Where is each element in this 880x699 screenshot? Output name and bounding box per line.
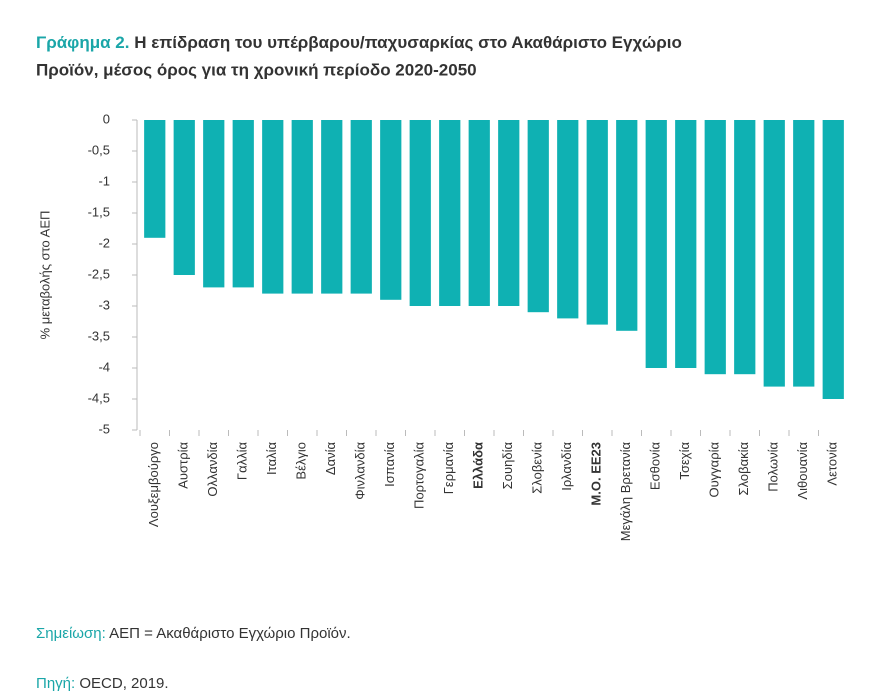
- x-tick-label: Βέλγιο: [294, 442, 309, 480]
- y-tick-label: -4,5: [88, 390, 110, 405]
- x-tick-label: Τσεχία: [677, 442, 692, 480]
- bar: [350, 120, 372, 294]
- y-tick-label: -5: [98, 421, 110, 436]
- bar: [321, 120, 343, 294]
- x-tick-label: Λιθουανία: [795, 442, 810, 500]
- source: Πηγή: OECD, 2019.: [36, 675, 169, 692]
- x-tick-label: Σουηδία: [500, 442, 515, 490]
- y-tick-label: -0,5: [88, 142, 110, 157]
- bar: [822, 120, 844, 399]
- source-text: OECD, 2019.: [79, 675, 168, 692]
- x-tick-label: Δανία: [323, 442, 338, 476]
- x-tick-label: Λουξεμβούργο: [146, 442, 161, 527]
- bar: [527, 120, 549, 313]
- x-tick-label: Γερμανία: [441, 442, 456, 495]
- bar: [468, 120, 490, 306]
- note-text: ΑΕΠ = Ακαθάριστο Εγχώριο Προϊόν.: [109, 625, 351, 642]
- x-tick-label: Αυστρία: [176, 442, 191, 489]
- bar: [380, 120, 402, 300]
- x-tick-label: Πολωνία: [766, 442, 781, 492]
- y-tick-label: -4: [98, 359, 110, 374]
- note: Σημείωση: ΑΕΠ = Ακαθάριστο Εγχώριο Προϊό…: [36, 625, 351, 642]
- x-tick-label: Ιταλία: [264, 442, 279, 475]
- bar: [704, 120, 726, 375]
- bar: [586, 120, 608, 325]
- x-tick-label: Ελλάδα: [471, 442, 486, 489]
- bar: [262, 120, 284, 294]
- bar: [675, 120, 697, 368]
- y-tick-label: -1: [98, 173, 110, 188]
- y-axis-label: % μεταβολής στο ΑΕΠ: [37, 211, 52, 340]
- y-tick-label: -3: [98, 297, 110, 312]
- x-tick-label: Ουγγαρία: [707, 442, 722, 498]
- y-tick-label: -1,5: [88, 204, 110, 219]
- x-tick-label: Σλοβακία: [736, 442, 751, 496]
- bar: [557, 120, 579, 319]
- bar: [173, 120, 195, 275]
- note-label: Σημείωση:: [36, 625, 106, 642]
- x-tick-label: Μ.Ο. ΕΕ23: [589, 442, 604, 506]
- bar: [616, 120, 638, 331]
- bar: [144, 120, 166, 238]
- x-tick-label: Μεγάλη Βρετανία: [618, 442, 633, 542]
- chart-title-2: Προϊόν, μέσος όρος για τη χρονική περίοδ…: [36, 60, 477, 79]
- y-tick-label: -3,5: [88, 328, 110, 343]
- chart-title: Η επίδραση του υπέρβαρου/παχυσαρκίας στο…: [134, 33, 682, 52]
- source-label: Πηγή:: [36, 675, 75, 692]
- x-tick-label: Ιρλανδία: [559, 442, 574, 491]
- bar: [498, 120, 520, 306]
- x-tick-label: Εσθονία: [648, 442, 663, 491]
- bar: [763, 120, 785, 387]
- chart-title-line: Γράφημα 2. Η επίδραση του υπέρβαρου/παχυ…: [36, 33, 682, 52]
- x-tick-label: Φινλανδία: [353, 442, 368, 500]
- bar: [203, 120, 225, 288]
- bar: [734, 120, 756, 375]
- title-label: Γράφημα 2.: [36, 33, 129, 52]
- x-tick-label: Λετονία: [825, 442, 840, 486]
- bar: [232, 120, 254, 288]
- bar: [291, 120, 313, 294]
- x-tick-label: Πορτογαλία: [412, 442, 427, 509]
- bar: [793, 120, 815, 387]
- x-tick-label: Ολλανδία: [205, 442, 220, 497]
- x-tick-label: Γαλλία: [235, 442, 250, 481]
- bar: [645, 120, 667, 368]
- y-tick-label: -2: [98, 235, 110, 250]
- bar: [439, 120, 461, 306]
- bar: [409, 120, 431, 306]
- x-tick-label: Ισπανία: [382, 442, 397, 487]
- x-tick-label: Σλοβενία: [530, 442, 545, 494]
- y-tick-label: 0: [103, 111, 110, 126]
- y-tick-label: -2,5: [88, 266, 110, 281]
